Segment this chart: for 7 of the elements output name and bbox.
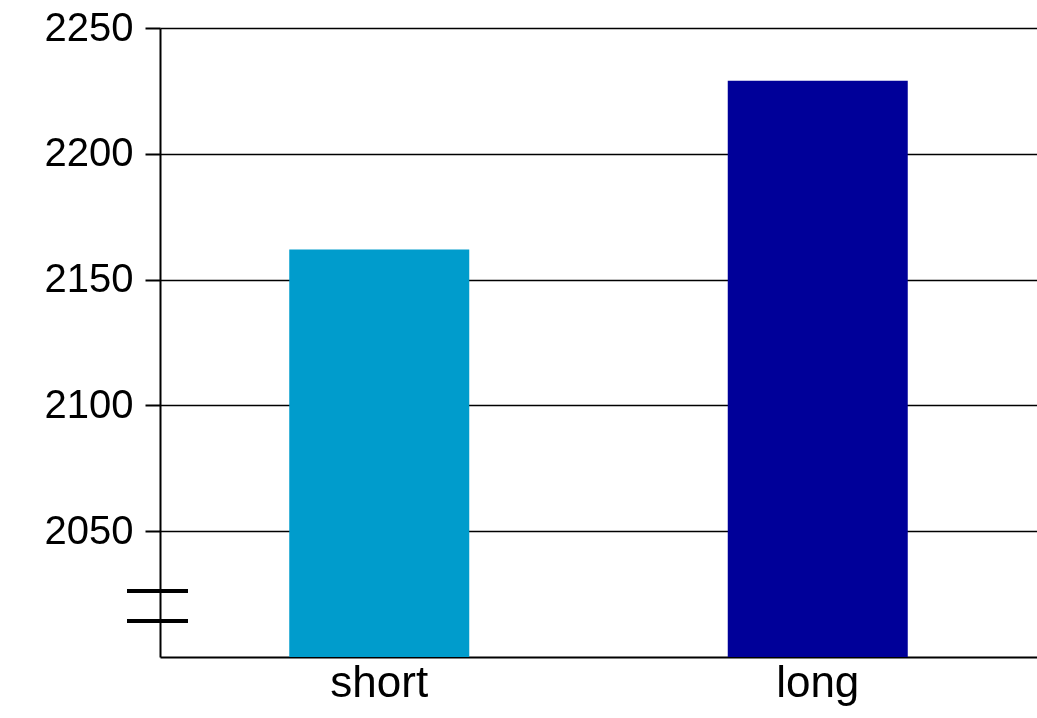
y-tick-label: 2050	[44, 507, 134, 552]
y-tick-label: 2150	[44, 256, 134, 301]
y-tick-label: 2200	[44, 130, 134, 175]
y-tick-label: 2250	[44, 4, 134, 49]
x-tick-label: short	[330, 656, 429, 706]
y-tick-label: 2100	[44, 381, 134, 426]
x-tick-label: long	[776, 656, 860, 706]
